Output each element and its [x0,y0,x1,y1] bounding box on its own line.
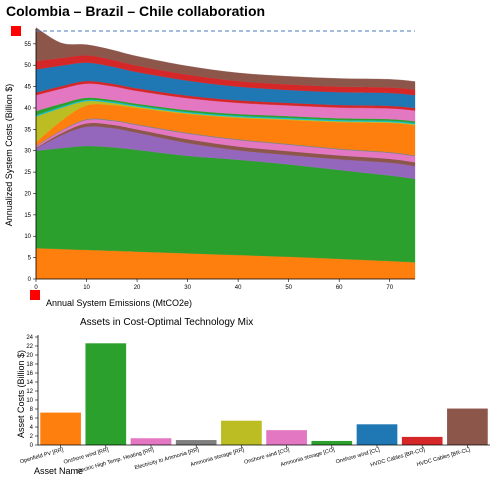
area-x-axis-label: Annual System Emissions (MtCO2e) [46,298,192,308]
area-y-tick-label: 0 [28,277,32,283]
page-title: Colombia – Brazil – Chile collaboration [6,3,266,19]
area-x-tick-label: 60 [336,285,343,291]
area-x-tick-label: 30 [184,285,191,291]
area-layers [35,27,416,280]
bar-y-tick-label: 20 [26,353,33,359]
bar-y-tick-label: 24 [26,335,33,341]
area-y-axis-label: Annualized System Costs (Billion $) [4,84,14,227]
area-x-tick-label: 50 [285,285,292,291]
bar-x-axis-label: Asset Name [34,466,83,476]
area-y-tick-label: 20 [24,191,31,197]
area-y-tick-label: 55 [24,42,31,48]
bar-1 [40,412,81,445]
bar-y-tick-label: 8 [30,407,34,413]
bar-6 [266,430,307,445]
bar-8 [356,424,398,445]
bar-y-tick-label: 12 [26,389,33,395]
area-series-15 [35,27,416,90]
area-y-tick-label: 25 [24,170,31,176]
bar-3 [130,438,172,445]
bar-y-tick-label: 0 [30,443,34,449]
bar-y-tick-label: 6 [30,416,34,422]
bar-y-tick-label: 10 [26,398,33,404]
area-y-tick-label: 15 [24,213,31,219]
bar-10 [447,408,488,445]
bar-y-tick-label: 2 [30,434,34,440]
area-y-tick-label: 35 [24,127,31,133]
bar-x-tick-label: Electric High Temp. Heating [RR] [76,447,155,475]
area-y-tick-label: 45 [24,85,31,91]
bar-x-tick-label: Openfield PV [RR] [19,447,64,465]
bar-y-axis-label: Asset Costs (Billion $) [16,350,26,438]
bar-chart-title: Assets in Cost-Optimal Technology Mix [80,317,253,328]
area-y-tick-label: 10 [24,234,31,240]
area-x-tick-label: 70 [386,285,393,291]
area-y-tick-label: 30 [24,149,31,155]
area-y-tick-label: 5 [28,256,32,262]
bar-7 [311,440,353,445]
origin-marker [30,290,40,300]
area-x-tick-label: 0 [34,285,38,291]
area-x-tick-label: 10 [83,285,90,291]
bar-y-tick-label: 16 [26,371,33,377]
area-y-tick-label: 40 [24,106,31,112]
bar-y-tick-label: 14 [26,380,33,386]
bar-9 [401,436,443,445]
bar-5 [221,420,262,445]
area-x-tick-label: 20 [134,285,141,291]
bar-y-tick-label: 22 [26,344,33,350]
bar-y-tick-label: 18 [26,362,33,368]
bar-y-tick-label: 4 [30,425,34,431]
area-y-tick-label: 50 [24,63,31,69]
bar-4 [175,440,217,445]
area-x-tick-label: 40 [235,285,242,291]
bar-2 [85,343,127,445]
max-emission-marker [11,26,21,36]
